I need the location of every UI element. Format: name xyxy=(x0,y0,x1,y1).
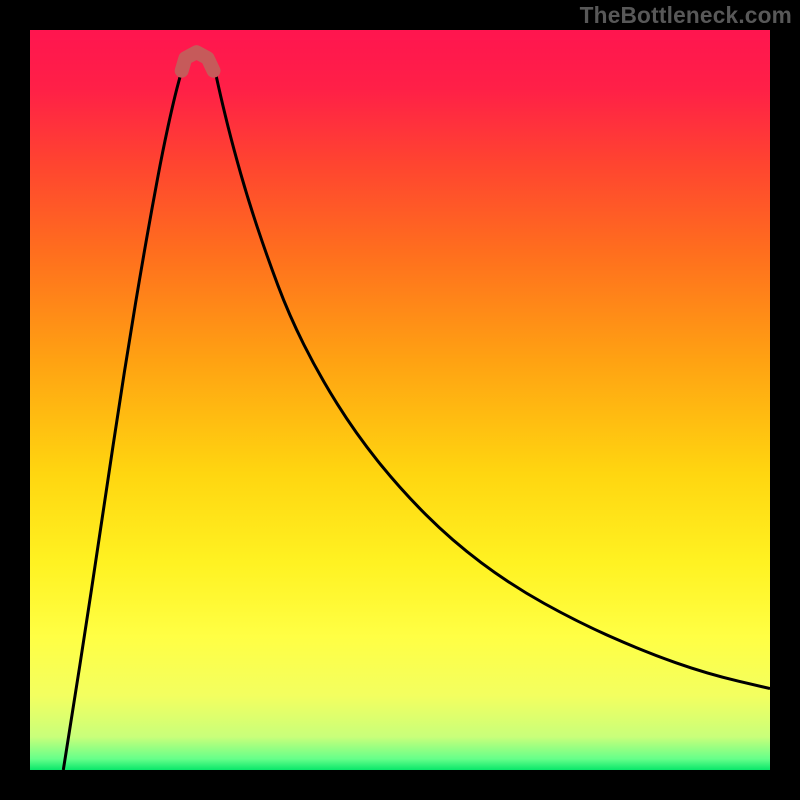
frame-bottom xyxy=(0,770,800,800)
plot-svg xyxy=(30,30,770,770)
plot-area xyxy=(30,30,770,770)
frame-left xyxy=(0,0,30,800)
chart-container: TheBottleneck.com xyxy=(0,0,800,800)
frame-right xyxy=(770,0,800,800)
watermark-text: TheBottleneck.com xyxy=(580,2,792,29)
gradient-background xyxy=(30,30,770,770)
